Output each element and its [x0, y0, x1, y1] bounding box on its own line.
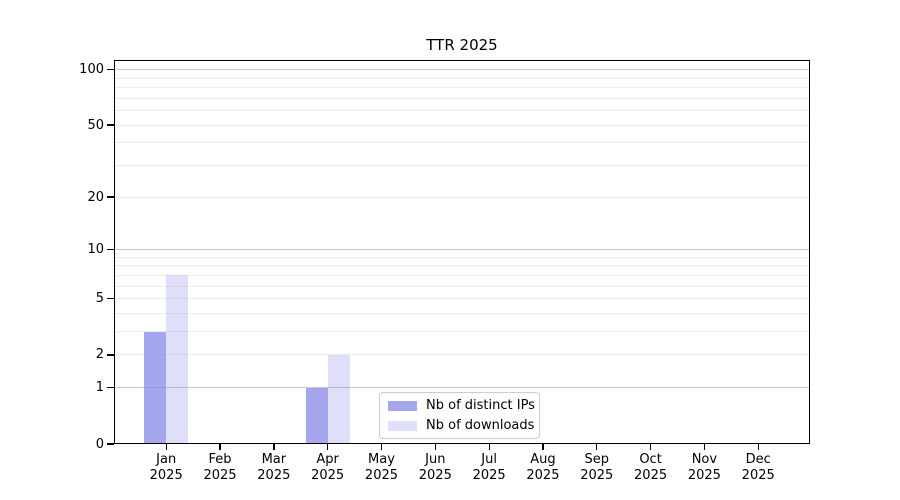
chart-title: TTR 2025 [426, 36, 498, 54]
x-tick-year: 2025 [203, 468, 237, 483]
y-axis-tick [107, 124, 114, 126]
gridline-minor [114, 164, 810, 166]
y-axis-tick-label: 0 [95, 436, 104, 452]
x-axis-tick [703, 444, 706, 450]
x-axis-tick-label: Feb 2025 [192, 452, 248, 484]
bar-distinct-ips [305, 387, 328, 444]
y-axis-tick [107, 387, 114, 389]
x-axis-tick [380, 444, 383, 450]
x-axis-tick-label: Jan 2025 [138, 452, 194, 484]
y-axis-tick-label: 10 [87, 241, 104, 257]
x-axis-tick [542, 444, 544, 450]
x-axis-tick-label: Jun 2025 [407, 452, 463, 484]
x-tick-month: Feb [208, 452, 232, 467]
x-tick-year: 2025 [526, 468, 560, 483]
legend-item: Nb of distinct IPs [388, 397, 539, 414]
x-tick-month: Dec [745, 452, 771, 467]
bar-downloads [327, 354, 350, 444]
x-axis-tick-label: Apr 2025 [300, 452, 356, 484]
x-tick-year: 2025 [257, 468, 291, 483]
y-axis-tick [107, 298, 114, 300]
x-tick-year: 2025 [741, 468, 775, 483]
x-tick-month: May [368, 452, 395, 467]
x-tick-year: 2025 [311, 468, 345, 483]
gridline-minor [114, 274, 810, 276]
x-axis-tick-label: Mar 2025 [246, 452, 302, 484]
gridline-minor [114, 110, 810, 111]
x-axis-tick-label: Dec 2025 [730, 452, 786, 484]
x-tick-month: Aug [530, 452, 556, 467]
gridline-minor [114, 285, 810, 287]
x-axis-tick [327, 444, 329, 450]
legend-label: Nb of downloads [426, 417, 535, 433]
gridline-minor [114, 331, 810, 333]
gridline-minor [114, 265, 810, 267]
y-axis-tick [107, 443, 114, 445]
gridline-minor [114, 256, 810, 258]
gridline-minor [114, 86, 810, 88]
x-tick-month: Nov [691, 452, 718, 467]
x-axis-tick [757, 444, 759, 450]
bar-distinct-ips [144, 331, 167, 444]
gridline-major [114, 69, 810, 71]
gridline-minor [114, 124, 810, 126]
x-tick-month: Sep [584, 452, 609, 467]
gridline-minor [114, 312, 810, 314]
x-axis-tick-label: Oct 2025 [623, 452, 679, 484]
gridline-minor [114, 298, 810, 300]
gridline-minor [114, 354, 810, 356]
x-axis-tick-label: Sep 2025 [569, 452, 625, 484]
x-axis-tick [488, 444, 490, 450]
gridline-major [114, 248, 810, 250]
y-axis-tick [107, 354, 114, 356]
y-axis-tick-label: 2 [95, 347, 104, 363]
x-tick-month: Oct [639, 452, 662, 467]
x-axis-tick-label: Aug 2025 [515, 452, 571, 484]
y-axis-tick [107, 248, 114, 251]
y-axis-tick-label: 50 [87, 117, 104, 133]
gridline-minor [114, 97, 810, 99]
x-tick-month: Mar [261, 452, 287, 467]
legend-swatch-distinct-ips [388, 400, 417, 411]
legend-swatch-downloads [388, 420, 417, 431]
x-axis-tick [219, 444, 221, 450]
x-tick-month: Jun [425, 452, 446, 467]
x-axis-tick [434, 444, 436, 450]
x-axis-tick [273, 444, 275, 450]
x-axis-tick-label: Nov 2025 [676, 452, 732, 484]
x-tick-month: Jan [156, 452, 177, 467]
x-tick-year: 2025 [687, 468, 721, 483]
legend-item: Nb of downloads [388, 417, 539, 434]
x-tick-year: 2025 [364, 468, 399, 483]
y-axis-tick [107, 68, 114, 71]
y-axis-tick-label: 20 [87, 189, 104, 205]
x-axis-tick [165, 444, 167, 450]
gridline-minor [114, 142, 810, 144]
x-axis-tick [596, 444, 598, 450]
x-axis-tick [649, 444, 652, 450]
x-tick-month: Apr [316, 452, 339, 467]
legend-label: Nb of distinct IPs [426, 397, 535, 413]
x-tick-year: 2025 [472, 468, 506, 483]
x-tick-year: 2025 [149, 468, 183, 483]
y-axis-tick-label: 100 [79, 62, 104, 78]
gridline-minor [114, 196, 810, 198]
x-tick-year: 2025 [580, 468, 614, 483]
gridline-major [114, 387, 810, 389]
gridline-minor [114, 77, 810, 79]
x-tick-month: Jul [481, 452, 497, 467]
x-tick-year: 2025 [634, 468, 668, 483]
x-axis-tick-label: Jul 2025 [461, 452, 517, 484]
y-axis-tick-label: 5 [95, 291, 104, 307]
x-axis-tick-label: May 2025 [353, 452, 409, 484]
bar-downloads [166, 275, 189, 444]
y-axis-tick-label: 1 [95, 380, 104, 396]
y-axis-tick [107, 196, 114, 198]
x-tick-year: 2025 [418, 468, 452, 483]
chart-legend: Nb of distinct IPs Nb of downloads [379, 392, 540, 439]
